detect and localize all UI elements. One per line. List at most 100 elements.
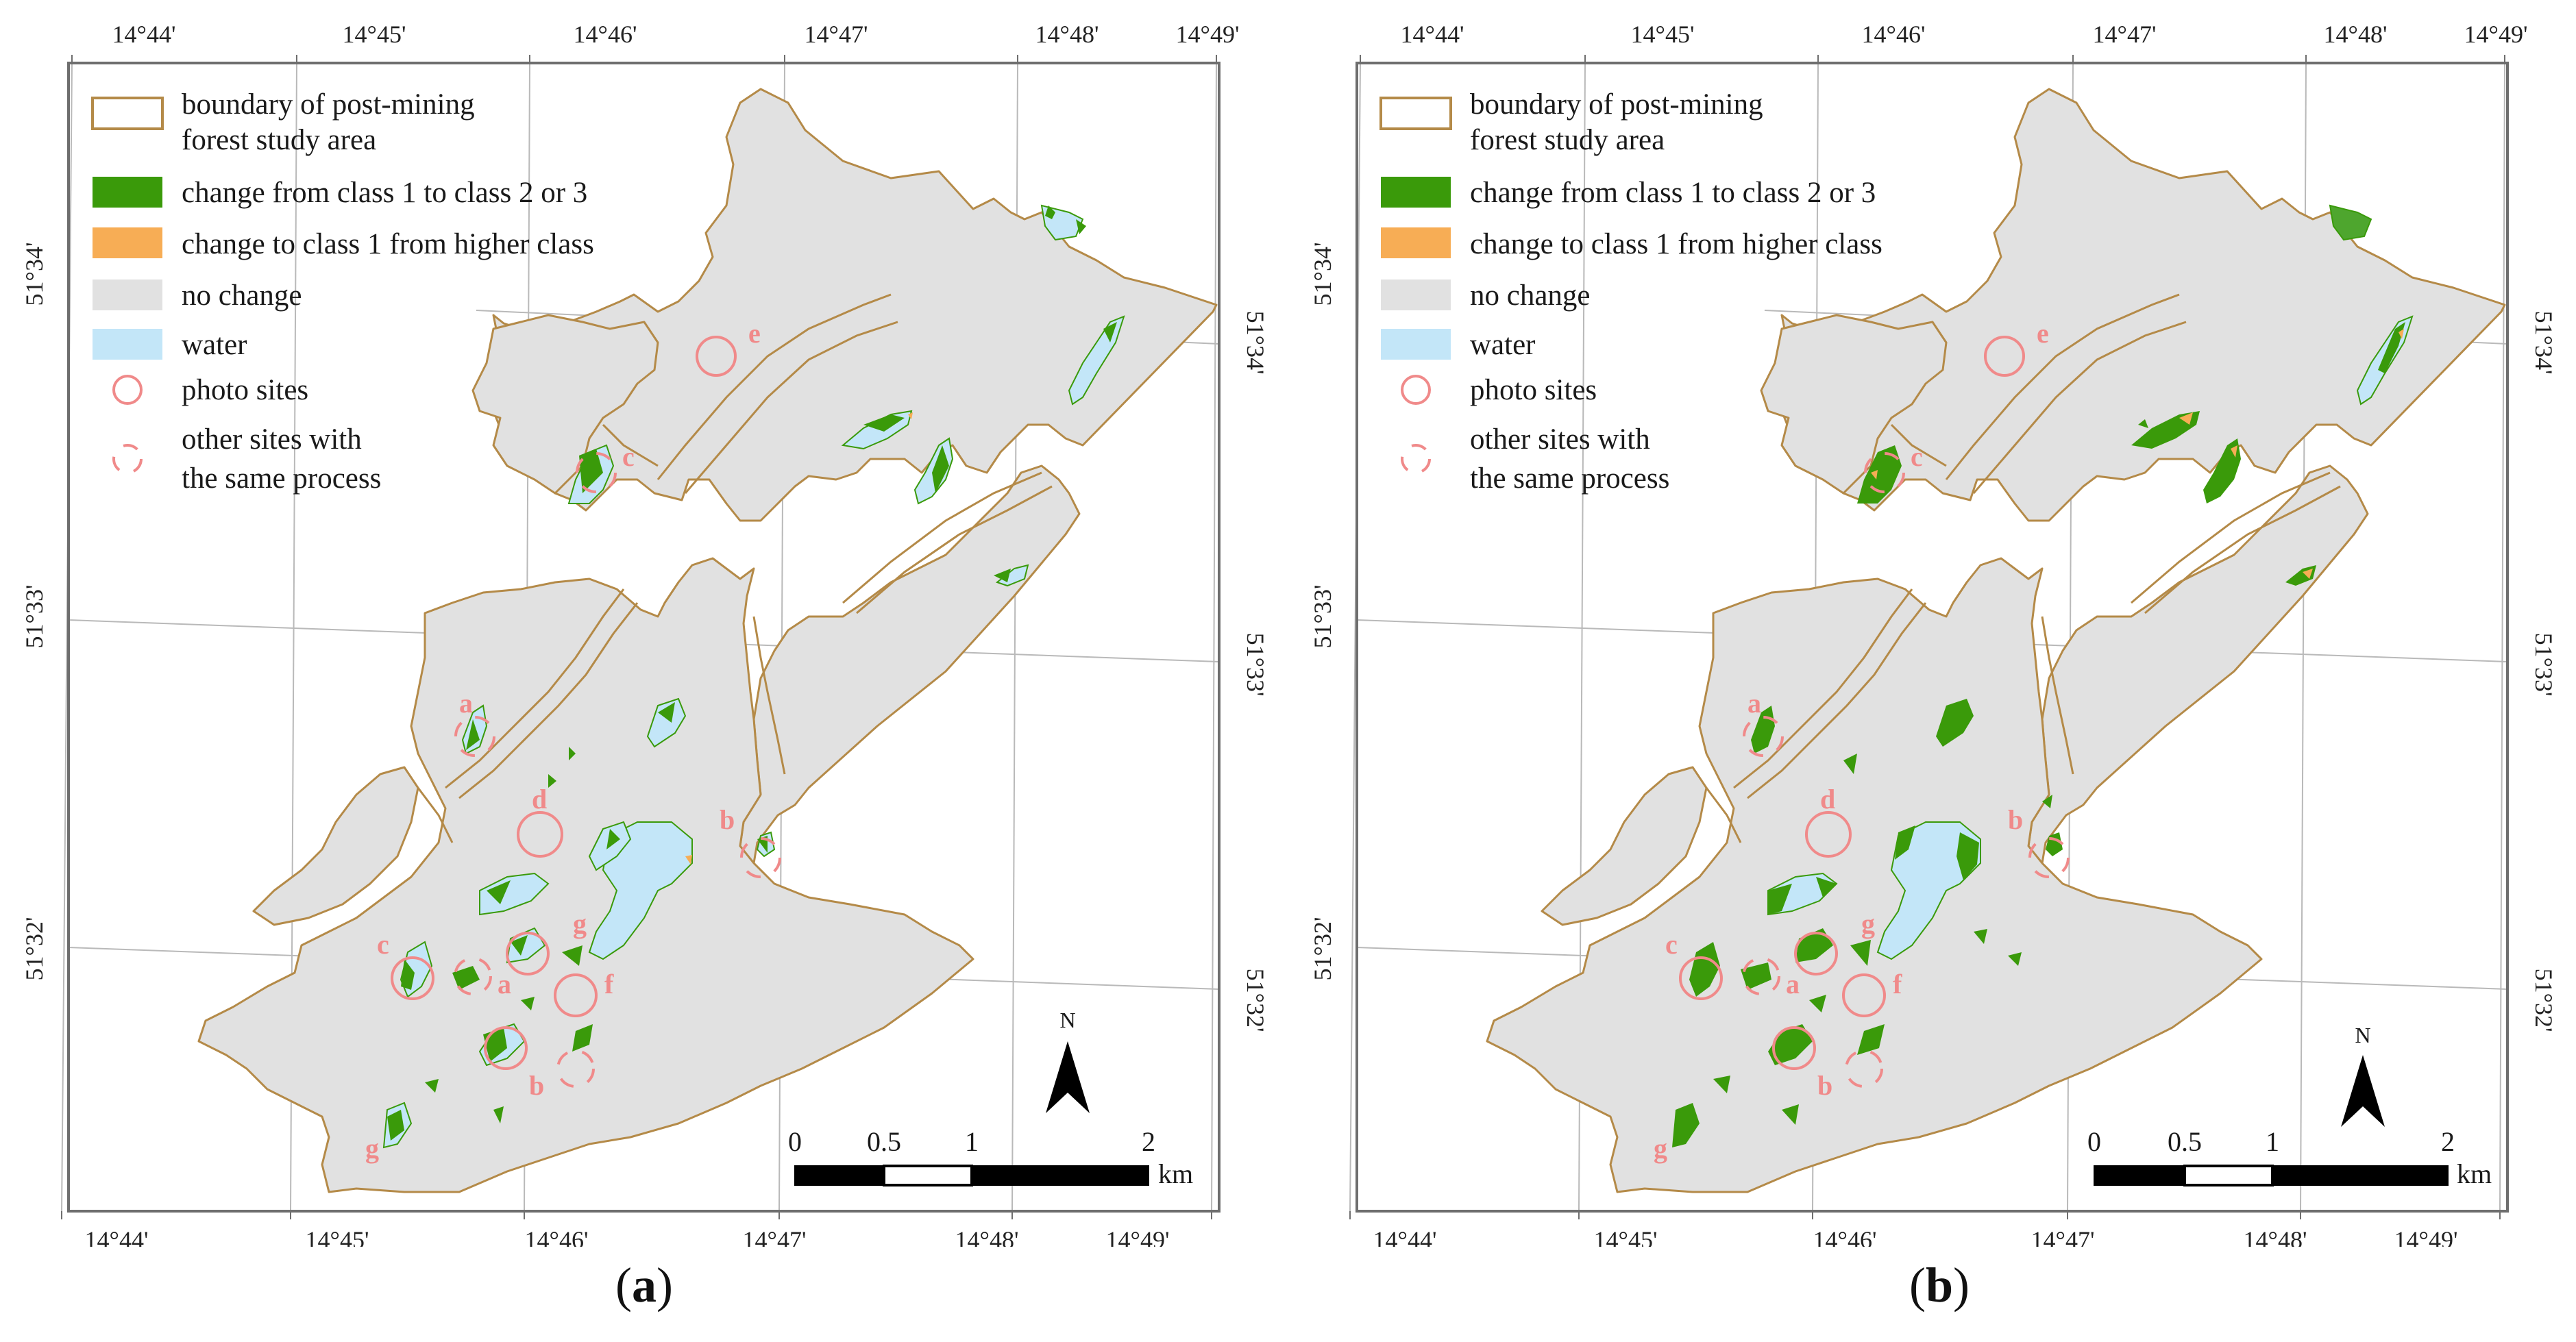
change-to-class-1	[685, 412, 913, 865]
other-site-a-south	[454, 957, 492, 995]
photo-site-f	[1842, 973, 1886, 1017]
scale-unit: km	[1158, 1158, 1193, 1189]
photo-sites	[1679, 336, 2070, 1088]
ditch	[417, 293, 1053, 843]
bottom-coord-4: 14°47'	[743, 1226, 807, 1247]
legend-other-sites-line-2: the same process	[1470, 462, 1669, 495]
left-coord-1: 51°34'	[1309, 243, 1336, 306]
legend-swatch-change-up	[93, 177, 162, 208]
legend-photo-sites: photo sites	[1470, 374, 1597, 406]
top-coord-4: 14°47'	[805, 21, 868, 48]
legend-boundary-line-2: forest study area	[182, 124, 376, 156]
legend-water: water	[182, 329, 247, 361]
bottom-coord-6: 14°49'	[1106, 1226, 1170, 1247]
site-label-e: e	[2037, 318, 2049, 349]
scale-tick-1: 1	[965, 1126, 979, 1157]
study-area	[197, 88, 1218, 1193]
legend-change-down: change to class 1 from higher class	[1470, 228, 1882, 260]
legend-swatch-water	[93, 329, 162, 360]
legend-other-sites-line-1: other sites with	[1470, 423, 1650, 456]
study-area-north	[1780, 88, 2506, 522]
site-label-g-center: g	[1861, 908, 1875, 939]
photo-site-g	[1794, 932, 1838, 976]
right-coord-2: 51°33'	[1242, 633, 1269, 697]
bottom-coord-6: 14°49'	[2394, 1226, 2458, 1247]
study-area-south	[1486, 557, 2263, 1193]
north-label: N	[1059, 1008, 1075, 1032]
top-coord-2: 14°45'	[343, 21, 406, 48]
legend-change-up: change from class 1 to class 2 or 3	[1470, 177, 1876, 209]
lake-central-2	[646, 697, 687, 748]
map-frame	[1356, 62, 2509, 1213]
bottom-coord-2: 14°45'	[306, 1226, 369, 1247]
right-coord-1: 51°34'	[2530, 311, 2557, 375]
study-area-west-lobe	[252, 766, 419, 926]
legend-symbol-photo-site	[1401, 375, 1431, 405]
other-site-b-south	[1845, 1049, 1883, 1088]
scale-segment-1	[2094, 1165, 2185, 1186]
site-label-f: f	[1893, 969, 1902, 999]
map-figure-b: 14°44' 14°45' 14°46' 14°47' 14°48' 14°49…	[1309, 21, 2557, 1247]
map-panel-b: 14°44' 14°45' 14°46' 14°47' 14°48' 14°49…	[1288, 0, 2576, 1342]
caption-b: (b)	[1909, 1258, 1970, 1313]
study-area-west-lobe	[1541, 766, 1708, 926]
site-label-b: b	[1817, 1070, 1832, 1101]
other-site-b-east	[740, 837, 781, 878]
lake-south-center	[479, 872, 550, 916]
scale-tick-0: 0	[788, 1126, 802, 1157]
site-label-d: d	[1820, 784, 1835, 815]
site-label-b-east: b	[720, 804, 735, 835]
study-area-east-arm	[739, 464, 1081, 865]
legend-other-sites-line-2: the same process	[182, 462, 381, 495]
coordinate-ticks	[61, 55, 1217, 1219]
top-coord-5: 14°48'	[2324, 21, 2388, 48]
bottom-coord-5: 14°48'	[2244, 1226, 2307, 1247]
left-coord-1: 51°34'	[21, 243, 48, 306]
site-label-a: a	[498, 969, 511, 999]
study-area-north	[492, 88, 1218, 522]
north-arrow: N	[1046, 1008, 1090, 1113]
left-coord-3: 51°32'	[1309, 917, 1336, 981]
bottom-coord-2: 14°45'	[1594, 1226, 1658, 1247]
north-arrow: N	[2341, 1023, 2385, 1127]
legend-no-change: no change	[182, 279, 302, 312]
legend-no-change: no change	[1470, 279, 1591, 312]
site-label-c: c	[377, 929, 389, 960]
top-coord-3: 14°46'	[1862, 21, 1926, 48]
photo-site-e	[696, 336, 737, 377]
north-arrow-icon	[1046, 1041, 1090, 1113]
scale-segment-3	[2272, 1165, 2449, 1186]
top-coord-6: 14°49'	[1176, 21, 1240, 48]
left-coord-2: 51°33'	[1309, 585, 1336, 649]
site-labels: e c a d b g c a f b g	[365, 318, 761, 1164]
scale-segment-3	[971, 1165, 1149, 1186]
caption-a: (a)	[615, 1258, 673, 1313]
scale-bar: 0 0.5 1 2 km	[2087, 1126, 2492, 1189]
map-frame	[67, 62, 1220, 1213]
bottom-coord-5: 14°48'	[955, 1226, 1019, 1247]
other-site-c-north	[1864, 452, 1905, 493]
map-figure-a: 14°44' 14°45' 14°46' 14°47' 14°48' 14°49…	[21, 21, 1269, 1247]
study-area	[1486, 88, 2506, 1193]
legend: boundary of post-mining forest study are…	[91, 88, 594, 495]
site-label-c-north: c	[1911, 441, 1923, 472]
site-label-g: g	[1654, 1133, 1667, 1164]
legend-boundary-line-1: boundary of post-mining	[1470, 88, 1763, 121]
site-label-c-north: c	[622, 441, 635, 472]
scale-tick-0-5: 0.5	[867, 1126, 901, 1157]
scale-segment-1	[794, 1165, 885, 1186]
legend-change-down: change to class 1 from higher class	[182, 228, 594, 260]
top-coord-3: 14°46'	[574, 21, 637, 48]
right-coord-3: 51°32'	[1242, 969, 1269, 1032]
study-area-north-west	[471, 314, 659, 495]
top-coord-1: 14°44'	[1401, 21, 1464, 48]
legend-boundary-line-1: boundary of post-mining	[182, 88, 475, 121]
bottom-coord-3: 14°46'	[1813, 1226, 1877, 1247]
other-site-a-north	[454, 716, 495, 757]
photo-site-e	[1984, 336, 2025, 377]
legend-swatch-boundary	[1379, 97, 1452, 130]
map-panel-a: 14°44' 14°45' 14°46' 14°47' 14°48' 14°49…	[21, 21, 1269, 1313]
top-coord-2: 14°45'	[1631, 21, 1695, 48]
study-area-south	[197, 557, 974, 1193]
site-label-g: g	[365, 1133, 379, 1164]
